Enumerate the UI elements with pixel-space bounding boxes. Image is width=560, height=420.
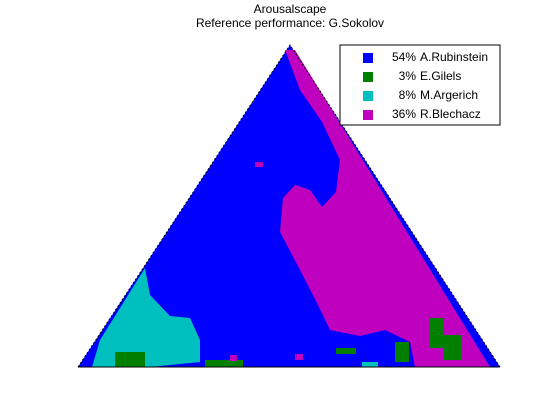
region <box>255 162 263 167</box>
region <box>92 268 200 367</box>
region <box>205 360 243 367</box>
region <box>362 362 378 367</box>
chart-subtitle: Reference performance: G.Sokolov <box>196 16 384 30</box>
regions <box>78 45 500 367</box>
region <box>430 318 444 348</box>
region <box>444 335 462 360</box>
region <box>280 50 490 367</box>
region <box>115 352 145 367</box>
legend-value: 3% <box>399 69 417 83</box>
legend-value: 54% <box>392 50 416 64</box>
legend-marker <box>363 72 373 82</box>
region <box>395 342 409 362</box>
legend-label: E.Gilels <box>420 69 461 83</box>
legend-value: 8% <box>399 88 417 102</box>
legend-marker <box>363 53 373 63</box>
region <box>336 348 356 354</box>
region <box>230 355 237 361</box>
chart-title: Arousalscape <box>254 2 327 16</box>
legend-value: 36% <box>392 107 416 121</box>
legend-label: R.Blechacz <box>420 107 481 121</box>
triangle-edge <box>77 44 501 368</box>
legend-marker <box>363 91 373 101</box>
legend-label: A.Rubinstein <box>420 50 488 64</box>
legend-label: M.Argerich <box>420 88 478 102</box>
legend-marker <box>363 110 373 120</box>
region <box>295 354 303 360</box>
